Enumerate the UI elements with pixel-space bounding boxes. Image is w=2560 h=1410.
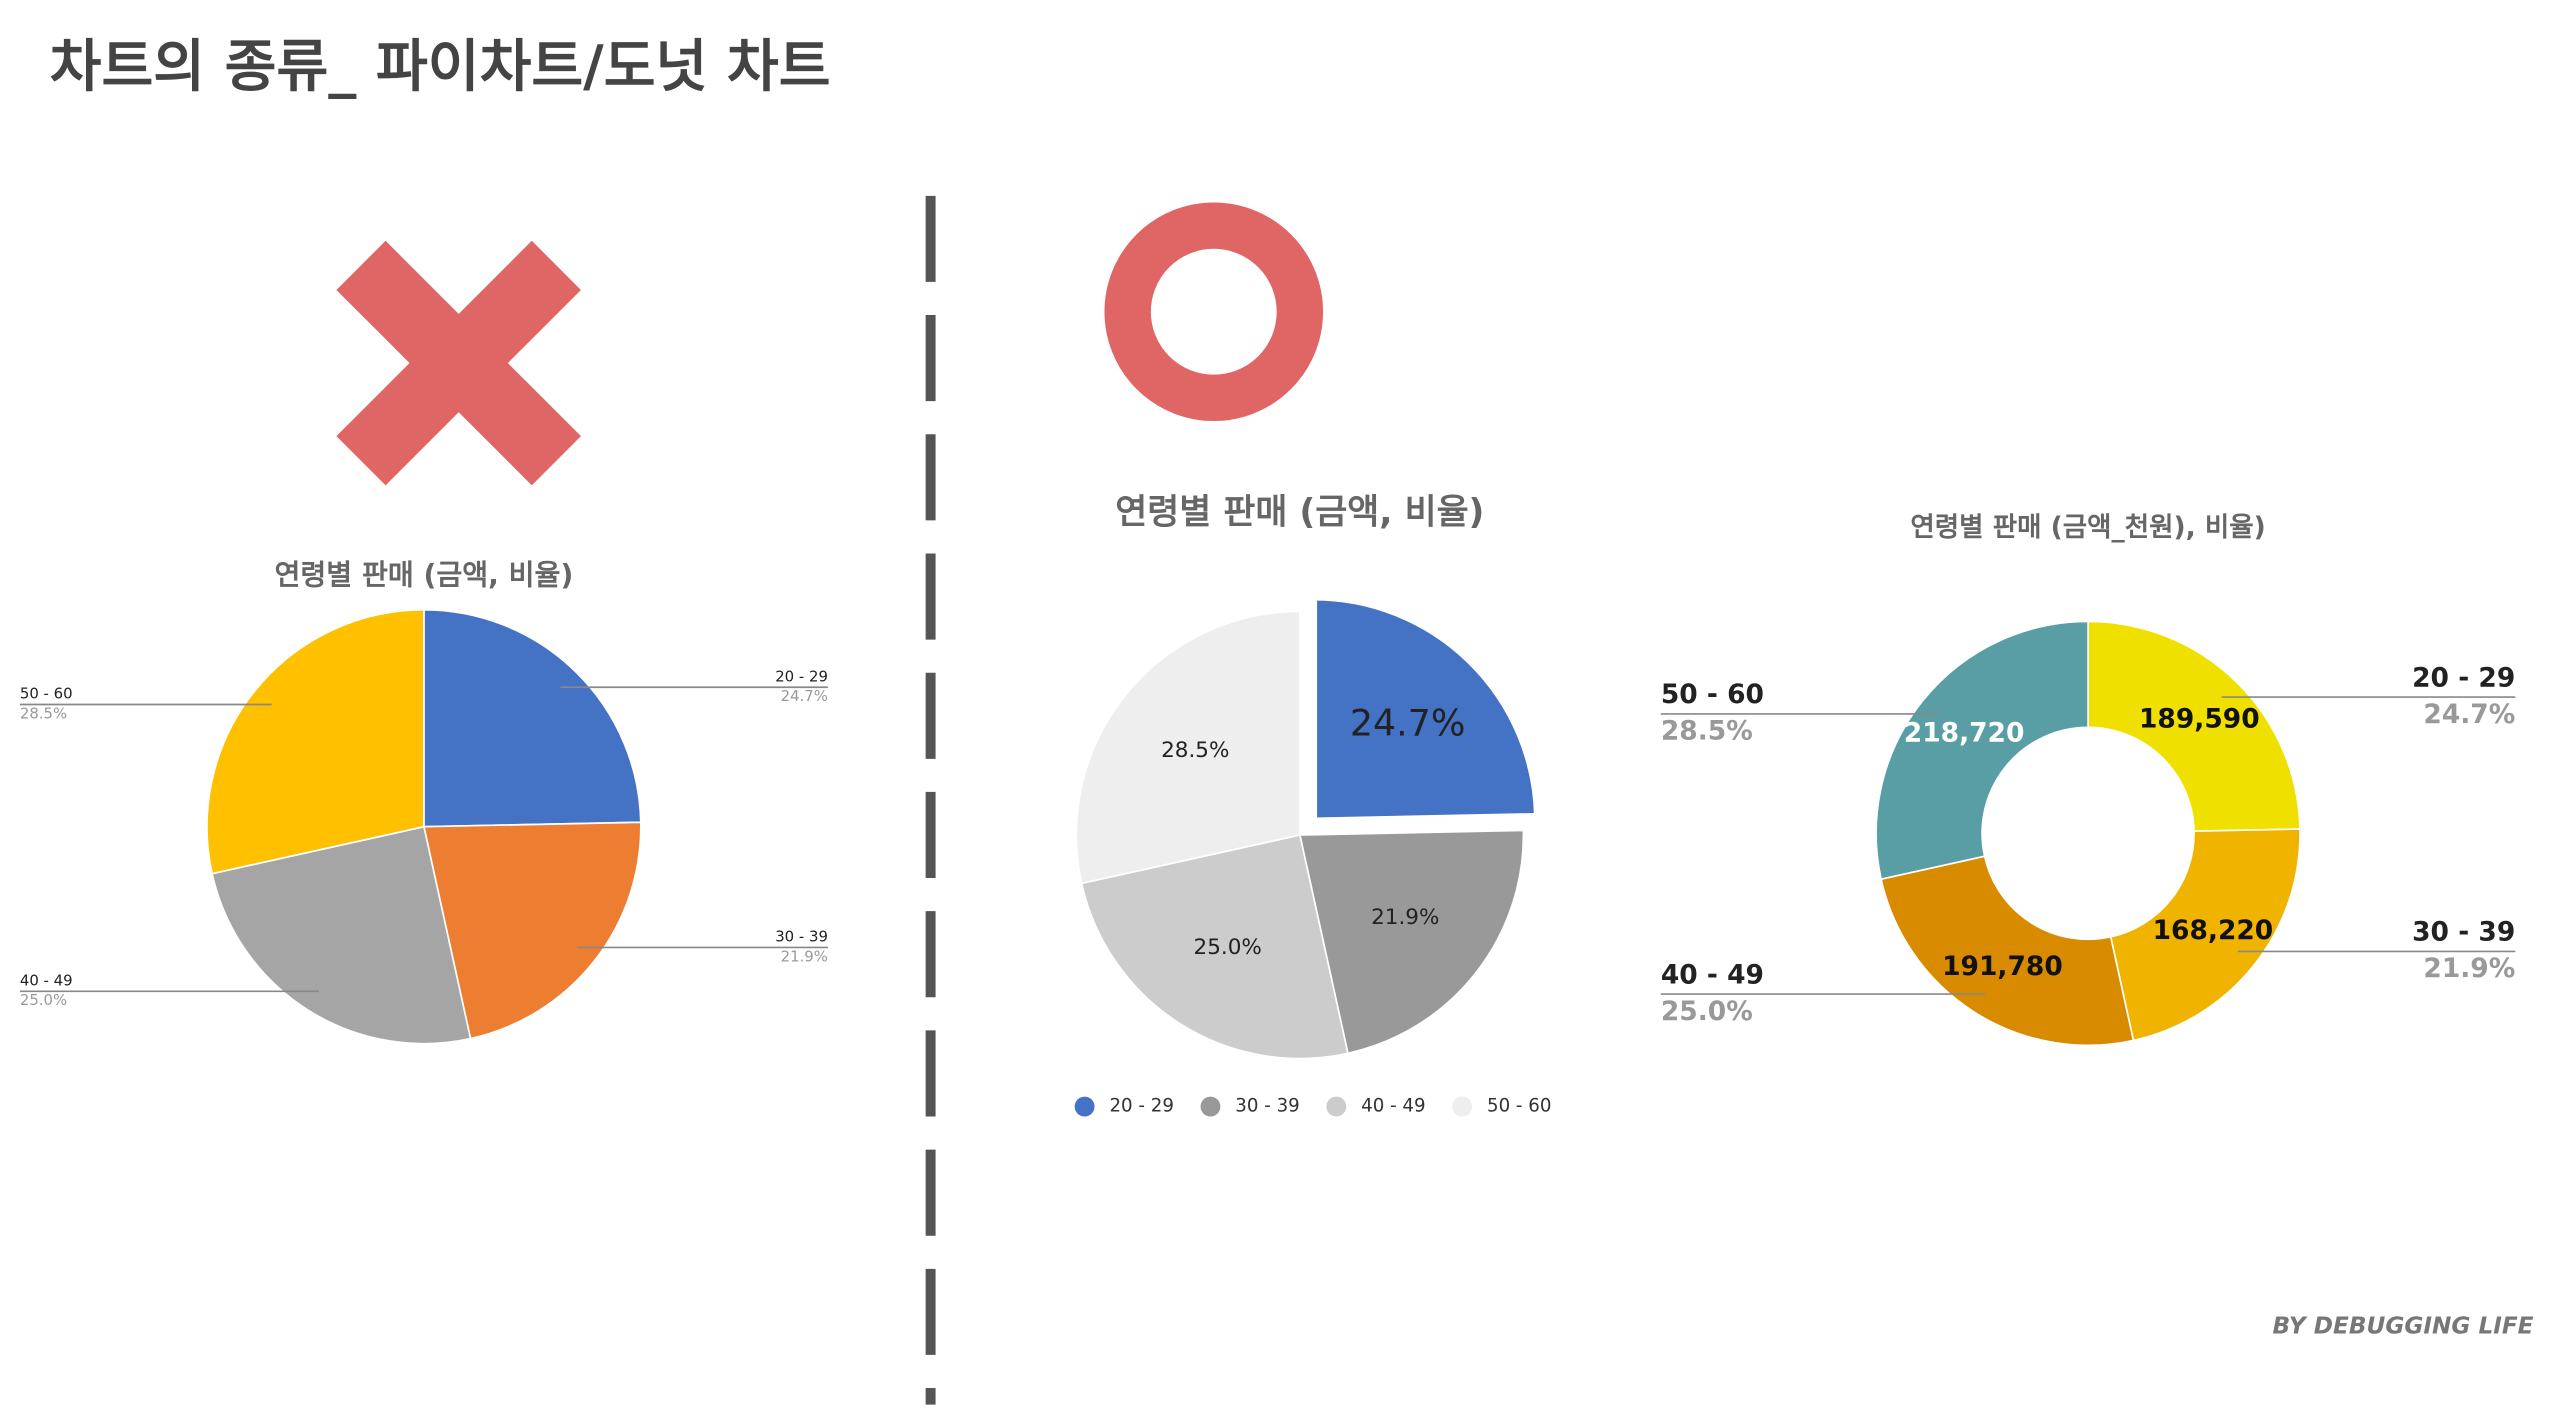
legend-swatch [1200, 1096, 1221, 1117]
donut-slice [2087, 620, 2301, 833]
percent-label: 28.5% [1661, 716, 1753, 747]
category-label: 30 - 39 [2412, 917, 2515, 948]
pie-slice [1298, 829, 1525, 1055]
x-mark [336, 240, 581, 486]
data-label: 168,220 [2153, 915, 2274, 946]
donut-slice [1880, 855, 2135, 1047]
data-label: 25.0% [1194, 935, 1262, 960]
pie-slice [1080, 833, 1349, 1060]
category-label: 40 - 49 [1661, 959, 1764, 990]
legend-swatch [1326, 1096, 1347, 1117]
pie-slice [1310, 593, 1541, 825]
category-label: 20 - 29 [2412, 662, 2515, 693]
footer: BY DEBUGGING LIFE [2273, 1312, 2534, 1339]
legend-label: 30 - 39 [1235, 1096, 1299, 1117]
data-label: 21.9% [1371, 905, 1439, 930]
page-title: 차트의 종류_ 파이차트/도넛 차트 [50, 35, 831, 100]
pie-slice [211, 825, 472, 1045]
percent-label: 24.7% [2423, 699, 2515, 730]
data-label: 28.5% [1161, 738, 1229, 763]
legend-label: 40 - 49 [1361, 1096, 1425, 1117]
pie-slice [423, 608, 642, 828]
pie-slice [422, 821, 642, 1040]
legend-label: 20 - 29 [1109, 1096, 1173, 1117]
chart-title: 연령별 판매 (금액, 비율) [1115, 493, 1484, 533]
o-mark [1104, 202, 1324, 422]
data-label: 218,720 [1904, 717, 2025, 748]
legend-label: 50 - 60 [1487, 1096, 1551, 1117]
data-label: 191,780 [1942, 951, 2063, 982]
percent-label: 24.7% [781, 687, 828, 705]
donut-slice [1875, 620, 2089, 881]
percent-label: 21.9% [2423, 953, 2515, 984]
legend-swatch [1074, 1096, 1095, 1117]
percent-label: 28.5% [20, 704, 67, 722]
chart-title: 연령별 판매 (금액, 비율) [275, 559, 574, 592]
category-label: 30 - 39 [775, 928, 828, 946]
percent-label: 25.0% [1661, 996, 1753, 1027]
donut-slice [2109, 828, 2301, 1042]
category-label: 40 - 49 [20, 971, 73, 989]
pie-slice [206, 608, 425, 875]
category-label: 50 - 60 [20, 685, 73, 703]
pie-slice [1075, 610, 1301, 885]
legend-swatch [1452, 1096, 1473, 1117]
category-label: 50 - 60 [1661, 679, 1764, 710]
data-label: 189,590 [2139, 703, 2260, 734]
percent-label: 25.0% [20, 991, 67, 1009]
percent-label: 21.9% [781, 947, 828, 965]
category-label: 20 - 29 [775, 667, 828, 685]
chart-title: 연령별 판매 (금액_천원), 비율) [1910, 512, 2265, 543]
data-label: 24.7% [1350, 701, 1466, 744]
